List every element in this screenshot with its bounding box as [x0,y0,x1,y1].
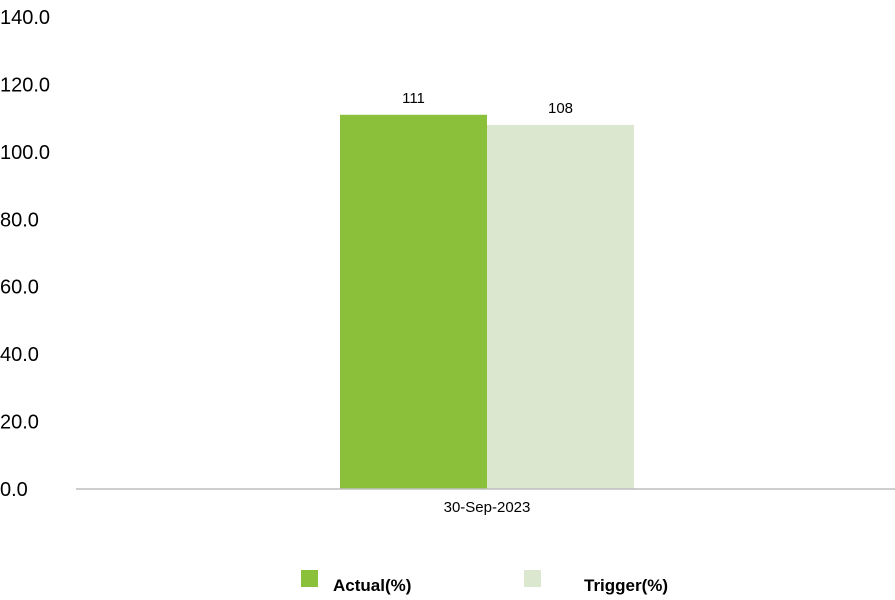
y-tick-label: 100.0 [0,142,50,164]
legend-swatch [524,570,541,587]
y-tick-label: 80.0 [0,209,39,231]
y-axis-ticks: 0.0 20.0 40.0 60.0 80.0 100.0 120.0 140.0 [0,7,50,501]
legend-label: Trigger(%) [584,576,668,595]
legend: Actual(%) Trigger(%) [301,570,668,595]
bar-trigger [487,124,634,489]
data-label: 111 [402,90,425,107]
data-labels-group: 111 108 [402,90,573,117]
x-tick-label: 30-Sep-2023 [444,499,531,516]
y-tick-label: 140.0 [0,7,50,29]
data-label: 108 [548,100,573,117]
y-tick-label: 20.0 [0,412,39,434]
bars-group [340,114,634,490]
y-tick-label: 120.0 [0,74,50,96]
y-tick-label: 60.0 [0,277,39,299]
x-axis-labels: 30-Sep-2023 [444,499,531,516]
legend-swatch [301,570,318,587]
bar-actual [340,114,487,490]
y-tick-label: 0.0 [0,479,28,501]
legend-label: Actual(%) [333,576,411,595]
y-tick-label: 40.0 [0,344,39,366]
